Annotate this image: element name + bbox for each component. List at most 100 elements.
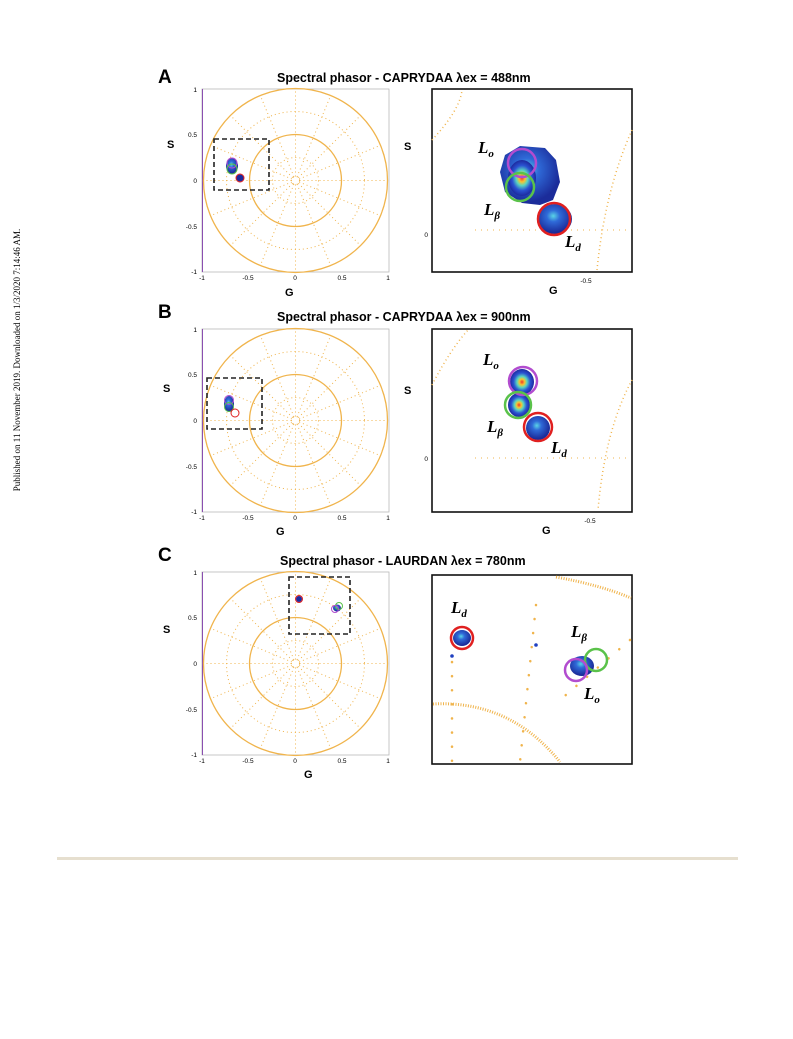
panel-c-zoom-plot: Ld Lβ Lo [431, 574, 633, 765]
radial-spoke [296, 184, 332, 266]
panel-b-ld-cluster [526, 416, 550, 440]
panel-c-lo-ring [563, 657, 589, 683]
panel-c-phasor-plot [201, 570, 390, 757]
radial-spoke [259, 578, 295, 660]
panel-a-roi-box [213, 138, 270, 191]
panel-c-inner-circle [248, 616, 343, 711]
panel-b-ylabel-right: S [404, 385, 411, 397]
panel-a-ytick: -1 [191, 269, 197, 276]
panel-a-ylabel-left: S [167, 139, 174, 151]
panel-b-ytick: 1 [193, 327, 197, 334]
panel-c-ytick: -0.5 [186, 707, 198, 714]
panel-a-lb-ring [504, 171, 536, 203]
panel-c: C Spectral phasor - LAURDAN λex = 780nm … [158, 545, 633, 781]
panel-a-zoom-plot: Lo Lβ Ld [431, 88, 633, 273]
radial-spoke [230, 115, 294, 179]
panel-c-outer-arc [555, 575, 632, 600]
radial-spoke [299, 421, 381, 457]
panel-a-xtick: -0.5 [242, 275, 254, 282]
radial-spoke [296, 578, 332, 660]
panel-a-xlabel-right: G [549, 285, 558, 297]
radial-spoke [230, 598, 294, 662]
radial-spoke [210, 181, 292, 217]
panel-b-xtick: 1 [386, 515, 390, 522]
radial-spoke [299, 384, 381, 420]
panel-b-zoom-xtick: -0.5 [584, 518, 596, 525]
radial-spoke [230, 422, 294, 486]
panel-b-ytick: 0.5 [188, 372, 197, 379]
radial-spoke [297, 355, 361, 419]
panel-c-outer-circle [202, 570, 389, 757]
radial-spoke [297, 665, 361, 729]
radial-spoke [230, 665, 294, 729]
radial-spoke [299, 144, 381, 180]
panel-b-xlabel-right: G [542, 525, 551, 537]
panel-b-lb-ring [503, 390, 533, 420]
panel-a-ld-cluster [538, 204, 572, 234]
panel-a-xtick: 1 [386, 275, 390, 282]
panel-c-lb-ring [583, 647, 609, 673]
panel-a-ytick: -0.5 [186, 224, 198, 231]
panel-b-lb-cluster [508, 393, 530, 417]
panel-b-ytick: -0.5 [186, 464, 198, 471]
radial-spoke [297, 182, 361, 246]
panel-a-outer-circle [202, 87, 389, 274]
panel-a-ld-label: Ld [564, 232, 581, 254]
panel-b-zoom-plot: Lo Lβ Ld [431, 328, 633, 513]
panel-a-lo-label: Lo [477, 138, 494, 160]
panel-a: A Spectral phasor - CAPRYDAA λex = 488nm… [158, 67, 633, 299]
radial-spoke [296, 667, 332, 749]
radial-spoke [296, 335, 332, 417]
panel-c-xlabel-left: G [304, 769, 313, 781]
dotted-guide-circle [272, 397, 319, 444]
panel-c-stray-point [450, 654, 454, 658]
panel-c-roi-box [288, 576, 351, 635]
dotted-guide-circle [226, 594, 365, 733]
panel-b-zoom-arc-left [431, 329, 469, 386]
panel-c-xtick: -1 [199, 758, 205, 765]
panel-a-radial-grid [203, 88, 388, 273]
radial-spoke [259, 424, 295, 506]
panel-c-zoom-dot-grid [450, 603, 632, 764]
radial-spoke [297, 422, 361, 486]
panel-a-zoom-ytick: 0 [424, 232, 428, 239]
panel-b-ytick: 0 [193, 418, 197, 425]
panel-c-letter: C [158, 545, 172, 566]
panel-a-inner-circle [248, 133, 343, 228]
panel-a-phasor-plot [201, 87, 390, 274]
panel-b-lb-ring-small [224, 402, 234, 412]
radial-spoke [259, 95, 295, 177]
panel-b-inner-circle [248, 373, 343, 468]
panel-c-xtick: 1 [386, 758, 390, 765]
panel-c-stray-point [534, 643, 538, 647]
radial-spoke [259, 335, 295, 417]
radial-spoke [210, 384, 292, 420]
panel-c-ld-cluster-small [296, 596, 302, 602]
phasor-figure: A Spectral phasor - CAPRYDAA λex = 488nm… [158, 67, 633, 781]
dotted-guide-circle [291, 176, 300, 185]
dotted-guide-circle [272, 640, 319, 687]
panel-b-roi-box [206, 377, 263, 430]
radial-spoke [259, 184, 295, 266]
panel-a-xtick: -1 [199, 275, 205, 282]
panel-a-ld-ring [536, 201, 572, 237]
panel-a-ytick: 0 [193, 178, 197, 185]
panel-b-outer-circle [202, 327, 389, 514]
radial-spoke [299, 181, 381, 217]
panel-b-lo-label: Lo [482, 350, 499, 372]
page-divider [57, 857, 738, 860]
panel-a-ytick: 1 [193, 87, 197, 94]
panel-c-ld-ring [449, 625, 475, 651]
panel-b-ylabel-left: S [163, 383, 170, 395]
panel-c-ytick: 1 [193, 570, 197, 577]
panel-c-xtick: 0 [293, 758, 297, 765]
panel-a-xlabel-left: G [285, 287, 294, 299]
panel-c-lo-ring-small [331, 605, 339, 613]
panel-c-ld-ring-small [295, 595, 303, 603]
panel-b-lo-ring-small [224, 395, 234, 405]
panel-a-zoom-xtick: -0.5 [580, 278, 592, 285]
panel-c-ytick: -1 [191, 752, 197, 759]
panel-b-letter: B [158, 302, 172, 323]
panel-a-title: Spectral phasor - CAPRYDAA λex = 488nm [277, 71, 531, 85]
panel-b-lo-ring [507, 365, 539, 397]
